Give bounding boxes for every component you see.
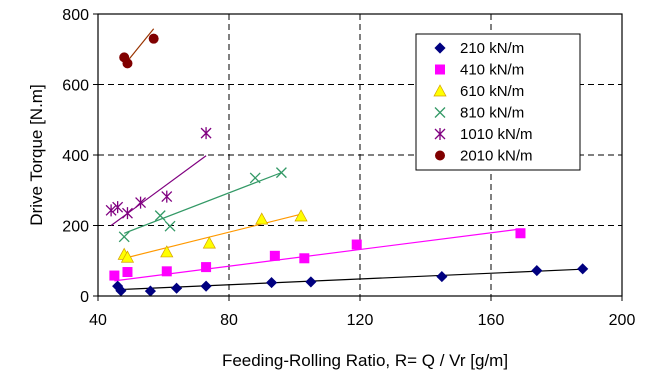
data-point-series-5: [122, 58, 133, 69]
legend-label: 410 kN/m: [460, 62, 524, 79]
legend-marker-series-4: [434, 128, 446, 140]
data-point-series-0: [305, 276, 317, 288]
x-tick-label: 40: [89, 312, 107, 329]
data-point-series-1: [269, 250, 280, 261]
y-tick-label: 400: [62, 148, 89, 165]
x-tick-label: 120: [347, 312, 374, 329]
data-point-series-0: [531, 265, 543, 277]
data-point-series-1: [201, 262, 212, 273]
x-tick-label: 80: [220, 312, 238, 329]
x-tick-label: 160: [478, 312, 505, 329]
data-point-series-4: [112, 201, 124, 214]
legend-label: 610 kN/m: [460, 83, 524, 100]
trendline-series-0: [117, 268, 583, 291]
legend-marker-series-0: [434, 42, 446, 54]
data-point-series-1: [161, 266, 172, 277]
trendlines: [110, 28, 583, 291]
x-tick-label: 200: [609, 312, 636, 329]
trendline-series-3: [123, 172, 282, 234]
legend: 210 kN/m 410 kN/m 610 kN/m 810 kN/m 1010 kN/…: [415, 33, 581, 171]
legend-marker-series-5: [435, 150, 445, 161]
y-tick-label: 0: [80, 289, 89, 306]
data-point-series-2: [294, 209, 308, 222]
tick-labels: 0 200 400 600 800 40 80 120 160 200: [62, 7, 635, 329]
y-tick-label: 600: [62, 78, 89, 95]
data-point-series-4: [122, 207, 133, 220]
y-tick-label: 200: [62, 219, 89, 236]
legend-marker-series-1: [435, 64, 445, 75]
legend-label: 1010 kN/m: [460, 126, 533, 143]
data-point-series-1: [109, 270, 120, 281]
data-point-series-0: [436, 271, 448, 283]
data-point-series-1: [351, 239, 362, 250]
data-point-series-4: [135, 196, 147, 209]
data-point-series-1: [299, 253, 310, 264]
data-point-series-3: [118, 231, 130, 243]
data-point-series-2: [255, 212, 269, 225]
trendline-series-1: [114, 228, 521, 282]
legend-marker-series-2: [433, 84, 447, 97]
data-point-series-3: [154, 210, 166, 222]
data-points: [105, 33, 589, 297]
legend-marker-series-3: [434, 107, 446, 118]
y-tick-label: 800: [62, 7, 89, 24]
data-point-series-0: [171, 282, 183, 294]
data-point-series-3: [275, 167, 287, 179]
data-point-series-2: [202, 236, 216, 249]
data-point-series-3: [164, 220, 176, 232]
data-point-series-0: [266, 277, 278, 289]
legend-label: 810 kN/m: [460, 105, 524, 122]
data-point-series-4: [105, 204, 117, 217]
axes: [93, 13, 623, 301]
y-axis-title: Drive Torque [N.m]: [27, 84, 46, 225]
data-point-series-2: [120, 250, 135, 263]
data-point-series-4: [200, 127, 212, 140]
legend-label: 2010 kN/m: [460, 148, 533, 165]
data-point-series-1: [515, 228, 526, 239]
trendline-series-2: [124, 213, 302, 259]
data-point-series-3: [249, 172, 261, 184]
data-point-series-5: [148, 33, 159, 44]
x-axis-title: Feeding-Rolling Ratio, R= Q / Vr [g/m]: [222, 351, 508, 370]
data-point-series-1: [122, 267, 133, 278]
legend-label: 210 kN/m: [460, 40, 524, 57]
data-point-series-4: [161, 190, 173, 203]
data-point-series-2: [160, 245, 174, 258]
data-point-series-0: [577, 263, 589, 275]
data-point-series-0: [200, 280, 212, 292]
legend-box: [415, 33, 581, 171]
